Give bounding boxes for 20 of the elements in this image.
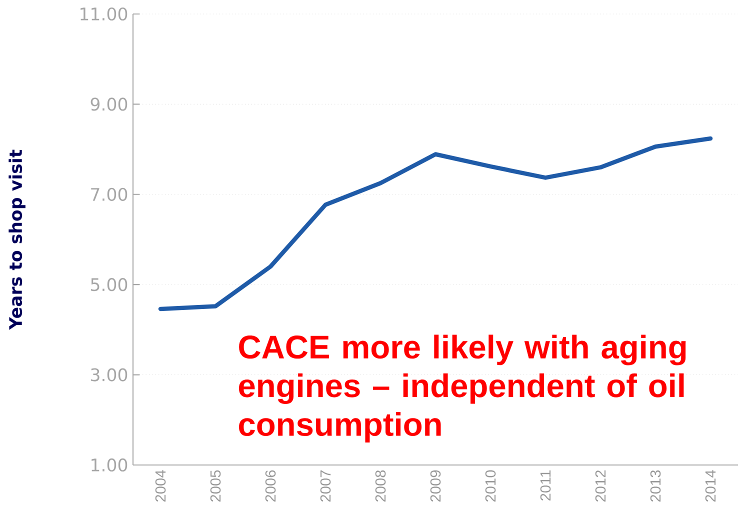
x-tick-label: 2007 <box>320 470 331 502</box>
x-tick-label: 2011 <box>540 470 551 501</box>
annotation: CACE more likely with aging engines – independent of oil consumption <box>238 334 686 442</box>
x-tick-label: 2010 <box>485 470 496 502</box>
y-tick-label: 3.00 <box>91 368 128 382</box>
x-tick-label: 2005 <box>210 470 221 502</box>
x-tick-label: 2014 <box>705 470 716 502</box>
x-tick-label: 2008 <box>375 470 386 502</box>
y-tick-label: 5.00 <box>91 278 128 292</box>
line-series <box>158 136 713 312</box>
x-tick-label: 2009 <box>430 470 441 502</box>
y-tick-label: 11.00 <box>80 7 128 21</box>
y-tick-label: 9.00 <box>90 98 128 111</box>
y-axis-title: Years to shop visit <box>8 150 26 330</box>
x-tick-label: 2006 <box>265 470 276 502</box>
y-tick-label: 1.00 <box>92 458 128 472</box>
y-tick-label: 7.00 <box>91 188 128 201</box>
x-tick-label: 2012 <box>595 470 606 502</box>
x-tick-label: 2013 <box>650 470 661 502</box>
x-tick-label: 2004 <box>155 470 166 502</box>
